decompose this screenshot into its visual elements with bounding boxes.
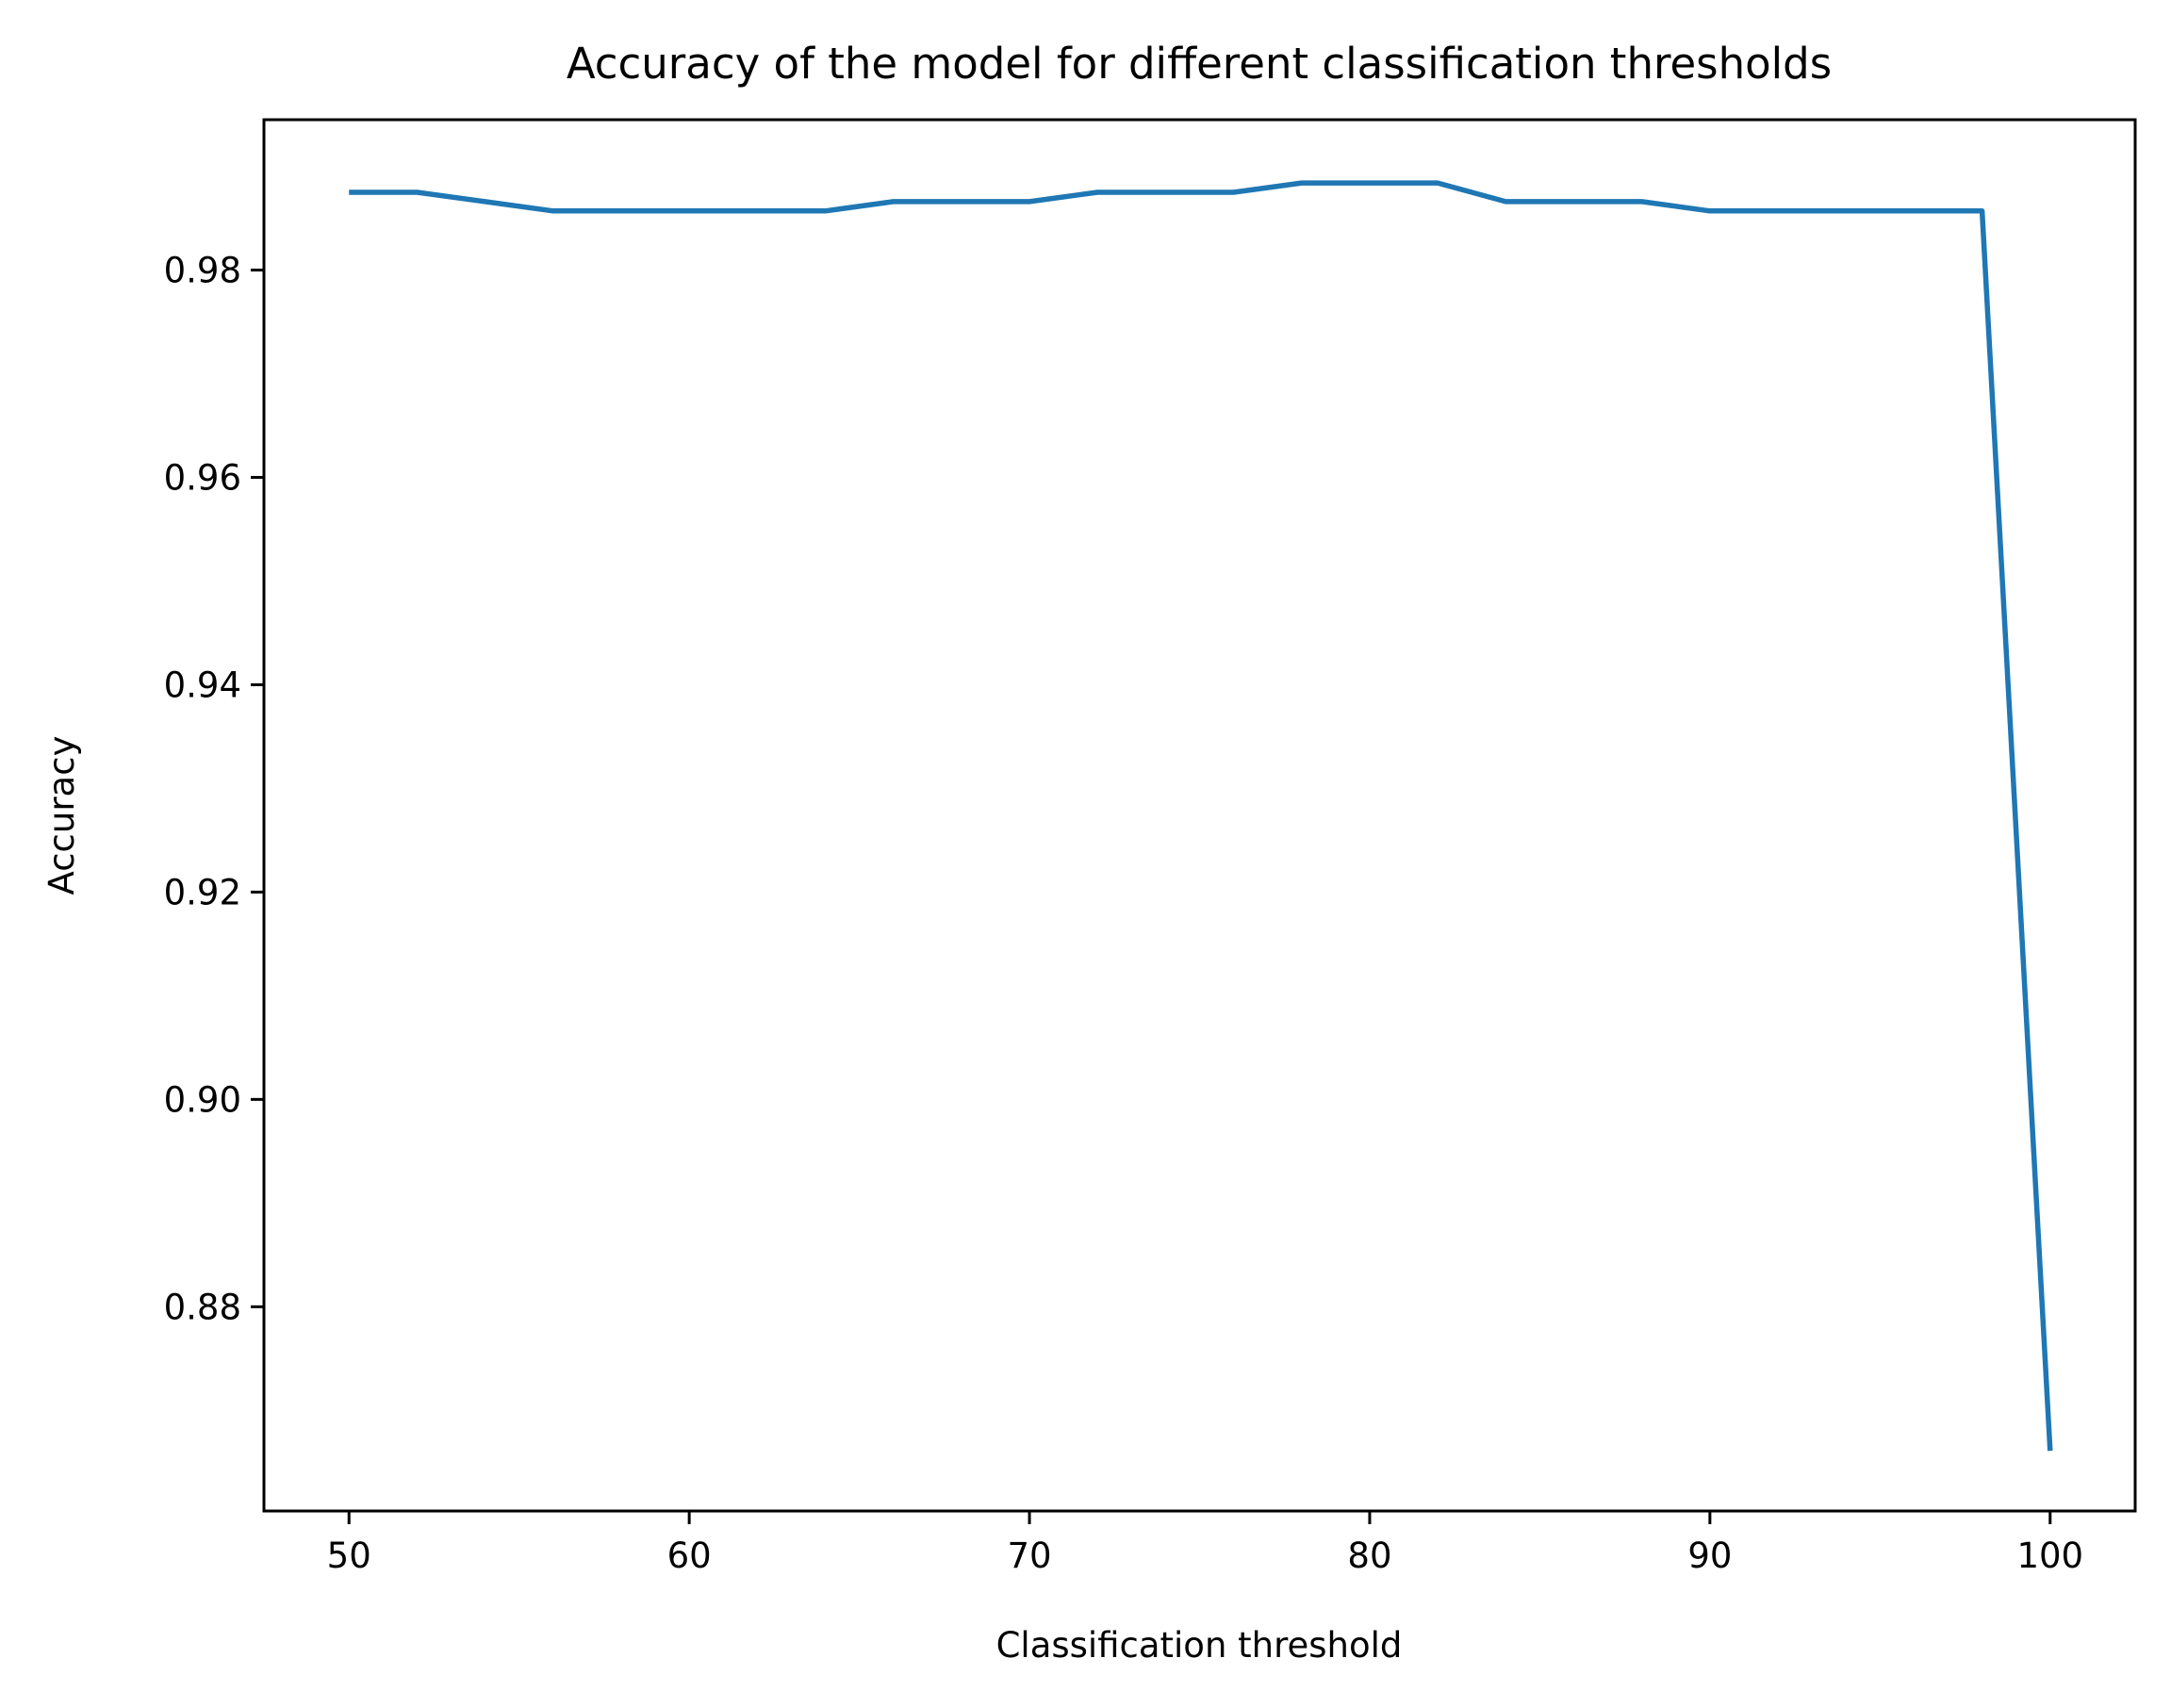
y-tick-label: 0.92: [164, 872, 241, 912]
x-tick-label: 60: [667, 1536, 712, 1576]
series-line: [349, 180, 2053, 1452]
y-tick-label: 0.96: [164, 457, 241, 498]
x-axis-label: Classification threshold: [996, 1625, 1403, 1666]
y-axis-label: Accuracy: [41, 736, 82, 895]
y-tick-label: 0.94: [164, 665, 241, 705]
y-tick-label: 0.88: [164, 1287, 241, 1327]
x-tick-label: 90: [1687, 1536, 1732, 1576]
plot-lines: [349, 180, 2053, 1452]
x-tick-label: 70: [1007, 1536, 1051, 1576]
chart-title: Accuracy of the model for different clas…: [567, 39, 1832, 89]
x-tick-label: 100: [2016, 1536, 2083, 1576]
y-tick-label: 0.90: [164, 1079, 241, 1120]
x-tick-label: 50: [327, 1536, 371, 1576]
x-axis: 50 60 70 80 90 100: [327, 1511, 2083, 1576]
x-tick-label: 80: [1347, 1536, 1391, 1576]
y-axis: 0.88 0.90 0.92 0.94 0.96 0.98: [164, 250, 264, 1327]
plot-frame: [262, 118, 2137, 1513]
y-tick-label: 0.98: [164, 250, 241, 290]
